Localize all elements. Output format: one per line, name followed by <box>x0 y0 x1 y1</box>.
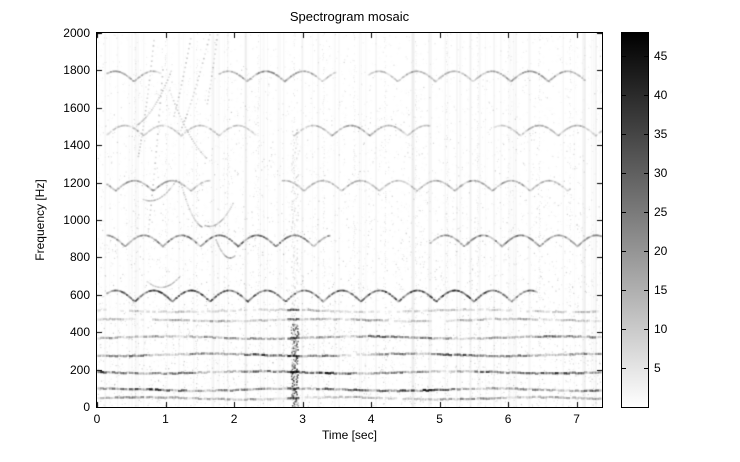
y-tick-label: 1800 <box>63 63 90 78</box>
colorbar-tick-mark <box>644 251 648 253</box>
colorbar-tick-label: 5 <box>654 361 661 376</box>
colorbar-tick-label: 25 <box>654 205 668 220</box>
x-tick-label: 3 <box>299 412 306 426</box>
colorbar-tick-mark <box>622 56 626 58</box>
colorbar-tick-label: 15 <box>654 283 668 298</box>
y-tick-label: 0 <box>83 400 90 414</box>
x-tick-label: 2 <box>230 412 238 426</box>
colorbar-tick-mark <box>644 329 648 331</box>
colorbar-tick-mark <box>622 212 626 214</box>
x-tick-label: 7 <box>573 412 580 426</box>
colorbar-tick-label: 30 <box>654 166 668 181</box>
y-tick-label: 1400 <box>63 138 90 153</box>
y-tick-label: 400 <box>69 325 90 340</box>
x-tick-label: 4 <box>367 412 375 426</box>
plot-area <box>96 32 603 408</box>
y-tick-label: 1200 <box>63 175 90 190</box>
colorbar-tick-label: 45 <box>654 49 668 64</box>
colorbar-tick-mark <box>622 251 626 253</box>
colorbar-tick-label: 40 <box>654 88 668 103</box>
colorbar-tick-mark <box>622 290 626 292</box>
colorbar-tick-label: 35 <box>654 127 668 142</box>
colorbar-tick-mark <box>644 173 648 175</box>
y-tick-label: 800 <box>69 250 90 265</box>
x-tick-label: 1 <box>162 412 169 426</box>
colorbar-tick-mark <box>644 134 648 136</box>
spectrogram-canvas <box>97 33 602 407</box>
y-tick-label: 600 <box>69 287 90 302</box>
colorbar-tick-mark <box>644 95 648 97</box>
colorbar-tick-mark <box>622 173 626 175</box>
y-tick-label: 200 <box>69 362 90 377</box>
colorbar-tick-mark <box>622 368 626 370</box>
x-tick-label: 5 <box>436 412 443 426</box>
colorbar-tick-mark <box>622 134 626 136</box>
colorbar-tick-mark <box>622 95 626 97</box>
colorbar-tick-mark <box>644 368 648 370</box>
y-tick-label: 1600 <box>63 100 90 115</box>
x-tick-label: 6 <box>504 412 512 426</box>
y-tick-label: 1000 <box>63 213 90 227</box>
colorbar-gradient <box>622 33 648 407</box>
colorbar-tick-label: 10 <box>654 322 668 337</box>
x-axis-label: Time [sec] <box>322 428 377 442</box>
colorbar-tick-mark <box>644 212 648 214</box>
colorbar-tick-mark <box>622 329 626 331</box>
x-tick-label: 0 <box>93 412 101 426</box>
colorbar-tick-mark <box>644 290 648 292</box>
colorbar-tick-mark <box>644 56 648 58</box>
colorbar-tick-label: 20 <box>654 244 668 259</box>
y-tick-label: 2000 <box>63 26 90 40</box>
colorbar <box>621 32 649 408</box>
chart-title: Spectrogram mosaic <box>289 9 410 24</box>
